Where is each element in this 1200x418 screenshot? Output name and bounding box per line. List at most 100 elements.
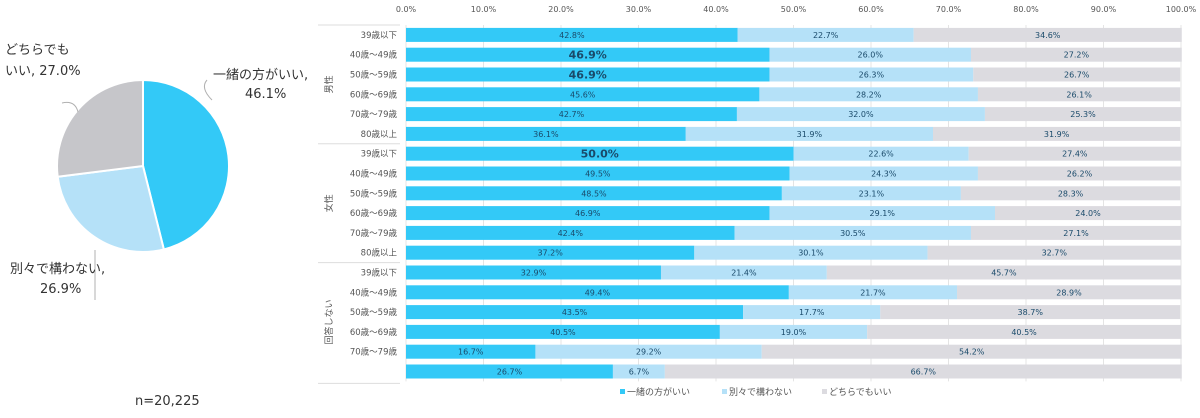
x-tick-label: 20.0% [548,5,574,14]
x-tick-label: 0.0% [396,5,417,14]
bar-segment [406,107,737,122]
bar-data-label: 6.7% [629,368,650,377]
bar-data-label: 27.1% [1063,229,1089,238]
bar-segment [973,67,1181,82]
x-tick-label: 30.0% [626,5,652,14]
bar-segment [685,126,933,141]
bar-data-label: 30.5% [840,229,866,238]
bar-segment [406,265,661,280]
bar-segment [970,225,1181,240]
bar-segment [406,126,686,141]
bar-segment [664,364,1182,379]
bar-data-label: 66.7% [911,368,937,377]
row-label: 39歳以下 [361,149,398,160]
pie-slice [56,164,166,253]
pie-slice [142,78,230,251]
group-label: 女性 [323,194,335,212]
bar-segment [960,186,1181,201]
bar-data-label: 40.5% [550,328,576,337]
bar-segment [406,285,789,300]
bar-segment [743,305,881,320]
bar-data-label: 45.6% [570,90,596,99]
sample-size-note: n=20,225 [135,394,200,409]
bar-data-label: 17.7% [799,308,825,317]
bar-segment [406,305,744,320]
x-tick-label: 100.0% [1166,5,1197,14]
bar-segment [535,344,762,359]
bar-segment [406,146,794,161]
bar-segment [406,87,760,102]
row-label: 60歳～69歳 [350,327,398,338]
x-tick-label: 60.0% [858,5,884,14]
bar-data-label: 38.7% [1018,308,1044,317]
bar-segment [406,166,790,181]
bar-segment [977,87,1181,102]
pie-value-together: 46.1% [245,87,286,102]
bar-data-label: 26.1% [1066,90,1092,99]
x-tick-label: 80.0% [1013,5,1039,14]
pie-chart [56,78,230,253]
bar-data-label: 28.9% [1056,288,1082,297]
bar-data-label: 26.3% [859,71,885,80]
pie-leader-lines [61,79,213,300]
row-label: 50歳～59歳 [350,188,398,199]
row-label: 40歳～49歳 [350,50,398,61]
legend-label: どちらでもいい [829,387,892,398]
bar-segment [737,27,914,42]
bar-segment [968,146,1181,161]
bar-data-label: 29.1% [870,209,896,218]
bar-data-label: 24.3% [871,170,897,179]
bar-segment [761,344,1182,359]
bar-data-label: 42.8% [559,31,585,40]
pie-value-separate: 26.9% [40,282,81,297]
bar-data-label: 32.7% [1042,249,1068,258]
row-label: 70歳～79歳 [350,228,398,239]
stacked-bar-chart: 0.0% 10.0% 20.0% 30.0% 40.0% 50.0% 60.0% 70.0% 8… [318,5,1197,384]
bar-data-label: 26.7% [1064,71,1090,80]
bar-segment [927,245,1181,260]
bar-data-label: 31.9% [797,130,823,139]
x-tick-label: 50.0% [781,5,807,14]
bar-segment [612,364,665,379]
bar-segment [769,47,971,62]
legend-swatch [620,389,625,394]
row-label: 80歳以上 [361,129,398,140]
bar-segment [719,324,868,339]
bar-segment [406,27,738,42]
bar-segment [406,324,720,339]
bar-data-label: 21.4% [731,269,757,278]
bar-data-label: 43.5% [562,308,588,317]
pie-label-together: 一緒の方がいい, [213,67,308,83]
row-label: 80歳以上 [361,248,398,259]
row-label: 39歳以下 [361,268,398,279]
bar-segment [694,245,928,260]
bar-data-label: 40.5% [1011,328,1037,337]
bar-data-label: 26.2% [1067,170,1093,179]
bar-data-label: 32.9% [521,269,547,278]
bar-segment [406,67,770,82]
bar-segment [957,285,1181,300]
bar-data-label: 26.7% [497,368,523,377]
bar-segment [970,47,1182,62]
bar-data-label: 23.1% [859,189,885,198]
bar-data-label: 45.7% [991,269,1017,278]
bar-data-label: 31.9% [1044,130,1070,139]
legend-label: 別々で構わない [729,386,792,398]
bar-segment [406,364,613,379]
legend-swatch [722,389,727,394]
bar-segment [406,344,536,359]
x-tick-label: 90.0% [1091,5,1117,14]
row-label: 70歳～79歳 [350,109,398,120]
bar-data-label: 25.3% [1070,110,1096,119]
bar-segment [788,285,958,300]
bar-segment [995,206,1181,221]
legend-label: 一緒の方がいい [627,386,690,398]
bar-data-label: 46.9% [575,209,601,218]
x-tick-label: 70.0% [936,5,962,14]
bar-data-label: 54.2% [959,348,985,357]
bar-segment [880,305,1181,320]
bar-segment [660,265,827,280]
bar-data-label: 28.2% [856,90,882,99]
bar-data-label: 48.5% [581,189,607,198]
